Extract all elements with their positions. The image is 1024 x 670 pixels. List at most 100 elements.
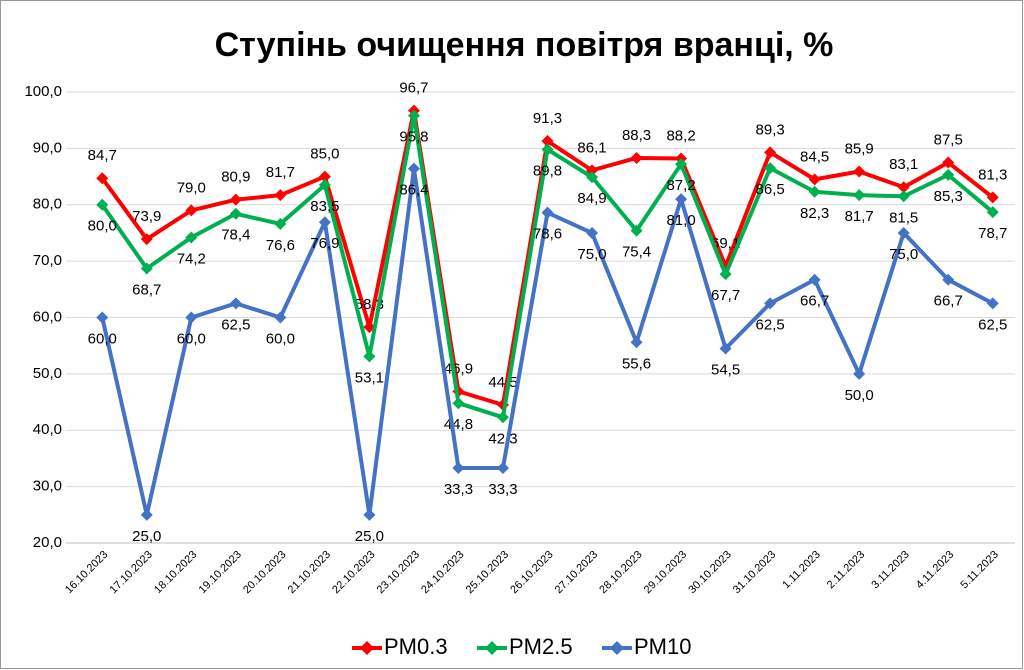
data-label: 76,9 [310, 235, 339, 252]
data-label: 44,5 [488, 374, 517, 391]
data-label: 81,7 [266, 164, 295, 181]
data-label: 33,3 [488, 481, 517, 498]
data-point [363, 350, 376, 363]
data-point [808, 173, 821, 186]
data-point [363, 508, 376, 521]
data-point [853, 165, 866, 178]
data-point [986, 206, 999, 219]
data-point [942, 168, 955, 181]
data-label: 25,0 [132, 528, 161, 545]
data-label: 87,2 [666, 177, 695, 194]
data-point [496, 462, 509, 475]
data-label: 33,3 [444, 481, 473, 498]
data-label: 85,0 [310, 146, 339, 163]
legend-label: PM10 [634, 634, 691, 659]
data-label: 84,5 [800, 148, 829, 165]
data-label: 76,6 [266, 237, 295, 254]
data-label: 60,0 [88, 330, 117, 347]
data-point [318, 179, 331, 192]
data-point [140, 233, 153, 246]
data-point [764, 297, 777, 310]
data-point [274, 189, 287, 202]
data-point [986, 191, 999, 204]
data-label: 78,4 [221, 227, 250, 244]
data-point [586, 226, 599, 239]
data-label: 79,0 [177, 179, 206, 196]
y-tick-label: 60,0 [33, 308, 62, 325]
data-point [185, 311, 198, 324]
data-point [897, 226, 910, 239]
data-label: 88,2 [666, 127, 695, 144]
data-label: 83,5 [310, 198, 339, 215]
data-label: 87,5 [934, 131, 963, 148]
data-point [140, 262, 153, 275]
data-point [853, 189, 866, 202]
data-point [764, 162, 777, 175]
data-label: 60,0 [266, 330, 295, 347]
y-tick-label: 80,0 [33, 196, 62, 213]
data-point [452, 397, 465, 410]
data-label: 78,7 [978, 225, 1007, 242]
data-label: 68,7 [132, 281, 161, 298]
data-point [675, 193, 688, 206]
data-point [318, 170, 331, 183]
y-tick-label: 100,0 [24, 83, 62, 100]
data-point [96, 198, 109, 211]
data-point [407, 162, 420, 175]
data-label: 75,0 [577, 246, 606, 263]
data-label: 82,3 [800, 205, 829, 222]
data-label: 46,9 [444, 360, 473, 377]
data-label: 84,9 [577, 190, 606, 207]
data-label: 75,4 [622, 244, 651, 261]
data-point [586, 171, 599, 184]
legend-marker [360, 641, 374, 655]
data-label: 89,8 [533, 162, 562, 179]
data-point [541, 143, 554, 156]
data-point [185, 231, 198, 244]
data-label: 81,5 [889, 209, 918, 226]
data-point [764, 146, 777, 159]
y-tick-label: 50,0 [33, 365, 62, 382]
chart-title: Ступінь очищення повітря вранці, % [215, 26, 834, 64]
data-point [229, 193, 242, 206]
data-label: 85,9 [845, 140, 874, 157]
data-label: 81,7 [845, 208, 874, 225]
data-point [986, 297, 999, 310]
data-point [185, 204, 198, 217]
data-point [808, 185, 821, 198]
data-point [630, 224, 643, 237]
data-point [229, 207, 242, 220]
y-tick-label: 20,0 [33, 534, 62, 551]
data-point [452, 462, 465, 475]
data-point [541, 135, 554, 148]
data-label: 84,7 [88, 147, 117, 164]
data-label: 66,7 [800, 293, 829, 310]
data-label: 86,5 [756, 181, 785, 198]
data-label: 62,5 [756, 316, 785, 333]
data-point [719, 342, 732, 355]
data-label: 55,6 [622, 355, 651, 372]
data-point [496, 411, 509, 424]
data-label: 85,3 [934, 188, 963, 205]
y-tick-label: 70,0 [33, 252, 62, 269]
legend-label: PM2.5 [509, 634, 573, 659]
data-label: 74,2 [177, 250, 206, 267]
data-label: 86,1 [577, 139, 606, 156]
legend-marker [610, 641, 624, 655]
data-point [96, 311, 109, 324]
data-label: 60,0 [177, 330, 206, 347]
data-label: 53,1 [355, 369, 384, 386]
data-label: 80,9 [221, 169, 250, 186]
data-label: 54,5 [711, 361, 740, 378]
data-point [853, 367, 866, 380]
data-point [274, 217, 287, 230]
data-label: 62,5 [221, 316, 250, 333]
data-label: 25,0 [355, 528, 384, 545]
data-point [630, 336, 643, 349]
data-label: 89,3 [756, 121, 785, 138]
data-point [675, 158, 688, 171]
data-point [274, 311, 287, 324]
data-label: 91,3 [533, 110, 562, 127]
